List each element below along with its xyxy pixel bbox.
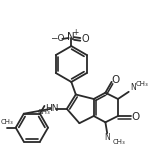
Text: CH₃: CH₃ [38,109,51,115]
Text: O: O [82,34,90,44]
Text: CH₃: CH₃ [0,119,13,125]
Text: −O: −O [50,34,64,43]
Text: N: N [104,133,110,142]
Text: N: N [131,83,136,92]
Text: N: N [67,32,75,42]
Text: CH₃: CH₃ [136,81,148,87]
Text: +: + [72,28,78,37]
Text: O: O [132,112,140,122]
Text: HN: HN [45,104,58,113]
Text: CH₃: CH₃ [113,139,125,145]
Text: O: O [111,75,119,85]
